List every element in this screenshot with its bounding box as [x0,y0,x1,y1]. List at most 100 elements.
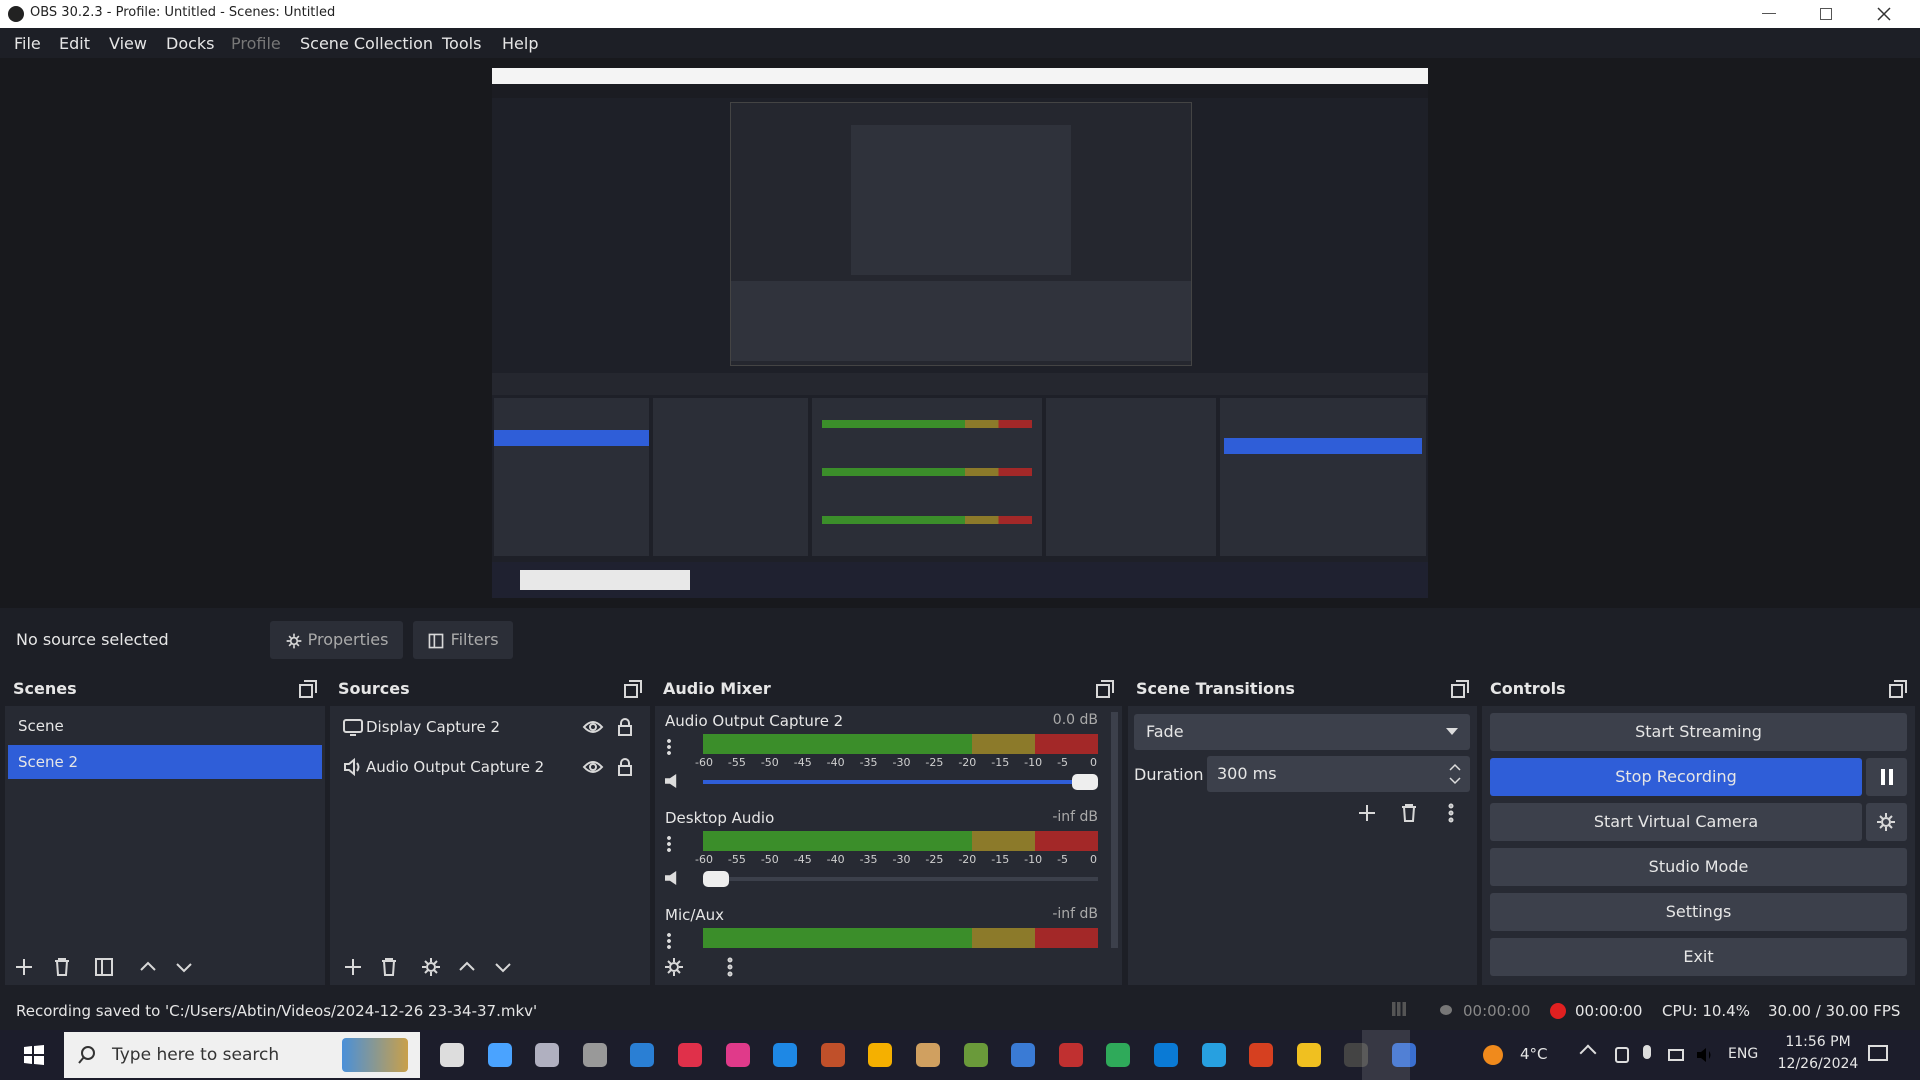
clock-date[interactable]: 12/26/2024 [1777,1056,1859,1072]
source-item[interactable]: Display Capture 2 [366,718,501,736]
mixer-menu[interactable] [719,956,741,978]
menu-item[interactable]: Edit [59,34,90,53]
tray-expand[interactable] [1579,1044,1597,1062]
mute-button[interactable] [665,871,677,885]
move-up[interactable] [456,956,478,978]
remove-transition[interactable] [1398,802,1420,824]
scene-item[interactable]: Scene [18,717,64,735]
volume-icon[interactable] [1694,1044,1716,1066]
pause-recording[interactable] [1866,758,1907,796]
taskbar-app[interactable] [440,1043,464,1067]
menu-item[interactable]: File [14,34,41,53]
start-button[interactable] [24,1045,44,1065]
studio-mode[interactable]: Studio Mode [1490,848,1907,886]
transition-menu[interactable] [1440,802,1462,824]
menu-item[interactable]: Docks [166,34,215,53]
spin-arrows[interactable] [1448,762,1462,786]
dock-popout[interactable] [1887,678,1909,700]
notifications[interactable] [1868,1045,1888,1061]
filters-button[interactable] [93,956,115,978]
source-item[interactable]: Audio Output Capture 2 [366,758,545,776]
tray-icon[interactable] [1615,1047,1629,1063]
move-down[interactable] [173,956,195,978]
stop-recording[interactable]: Stop Recording [1490,758,1862,796]
close[interactable] [1876,6,1892,22]
mic-icon[interactable] [1643,1045,1651,1059]
channel-menu[interactable] [667,738,671,756]
channel-menu[interactable] [667,932,671,950]
dock-popout[interactable] [1094,678,1116,700]
taskbar-app[interactable] [1344,1043,1369,1067]
duration-spinbox[interactable]: 300 ms [1207,756,1470,792]
lock[interactable] [614,756,636,778]
mute-button[interactable] [665,774,677,788]
dock-header: Controls [1482,672,1915,706]
restore[interactable] [1820,8,1832,20]
taskbar-app[interactable] [1392,1043,1416,1067]
volume-slider[interactable] [703,877,1098,881]
taskbar-app[interactable] [773,1043,798,1067]
scrollbar[interactable] [1111,712,1118,948]
lock[interactable] [614,716,636,738]
search-box[interactable]: Type here to search [64,1032,420,1078]
nested-menu [492,84,1428,98]
taskbar-app[interactable] [582,1043,607,1067]
properties-button[interactable]: Properties [270,621,403,659]
start-streaming[interactable]: Start Streaming [1490,713,1907,751]
taskbar-app[interactable] [1058,1043,1083,1067]
remove-button[interactable] [378,956,400,978]
transition-select[interactable]: Fade [1134,714,1470,750]
remove-button[interactable] [51,956,73,978]
taskbar-app[interactable] [820,1043,845,1067]
taskbar-app[interactable] [868,1043,893,1067]
taskbar-app[interactable] [535,1043,560,1067]
nested-taskbar [492,562,1428,598]
slider-handle[interactable] [1072,774,1098,790]
language[interactable]: ENG [1728,1046,1759,1062]
taskbar-app[interactable] [1296,1043,1321,1067]
menu-item[interactable]: View [109,34,147,53]
minimize[interactable] [1762,13,1776,14]
add-transition[interactable] [1356,802,1378,824]
menu-item[interactable]: Profile [231,34,281,53]
taskbar-app[interactable] [963,1043,988,1067]
visibility[interactable] [582,716,604,738]
clock-time[interactable]: 11:56 PM [1785,1034,1851,1050]
network-icon[interactable] [1668,1049,1684,1061]
advanced-audio[interactable] [663,956,685,978]
slider-handle[interactable] [703,871,729,887]
virtual-camera-settings[interactable] [1866,803,1907,841]
channel-menu[interactable] [667,835,671,853]
settings[interactable]: Settings [1490,893,1907,931]
weather[interactable]: 4°C [1520,1045,1548,1063]
taskbar-app[interactable] [487,1043,512,1067]
taskbar-app[interactable] [1154,1043,1178,1067]
filters-button[interactable]: Filters [413,621,513,659]
taskbar-app[interactable] [725,1043,750,1067]
dock-popout[interactable] [1449,678,1471,700]
menu-item[interactable]: Help [502,34,539,53]
properties-button[interactable] [420,956,442,978]
taskbar-app[interactable] [630,1043,655,1067]
exit[interactable]: Exit [1490,938,1907,976]
preview-area [0,58,1920,608]
move-down[interactable] [492,956,514,978]
start-virtual-camera[interactable]: Start Virtual Camera [1490,803,1862,841]
meter-scale-label: -25 [925,853,944,866]
volume-slider[interactable] [703,780,1098,784]
menu-item[interactable]: Tools [442,34,482,53]
taskbar-app[interactable] [916,1043,940,1067]
taskbar-app[interactable] [678,1043,702,1067]
taskbar-app[interactable] [1106,1043,1131,1067]
dock-popout[interactable] [622,678,644,700]
taskbar-app[interactable] [1011,1043,1036,1067]
taskbar-app[interactable] [1249,1043,1274,1067]
menu-item[interactable]: Scene Collection [300,34,434,53]
scene-item[interactable]: Scene 2 [8,745,322,779]
taskbar-app[interactable] [1201,1043,1226,1067]
dock-popout[interactable] [297,678,319,700]
move-up[interactable] [137,956,159,978]
add-button[interactable] [13,956,35,978]
add-button[interactable] [342,956,364,978]
visibility[interactable] [582,756,604,778]
